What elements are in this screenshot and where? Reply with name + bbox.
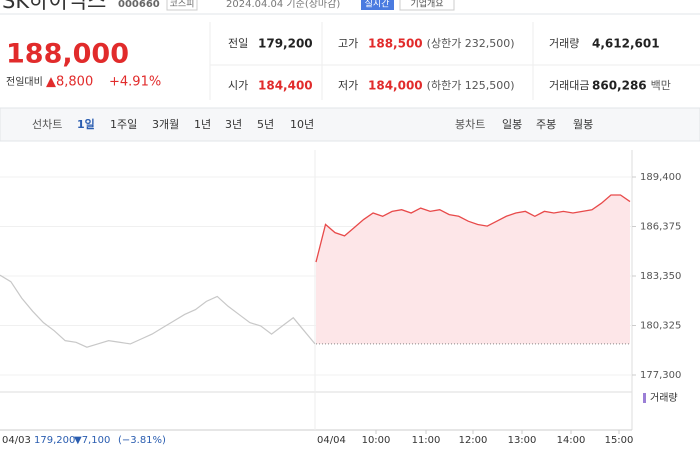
- stat-value: 860,286: [592, 79, 647, 93]
- y-tick-label: 183,350: [640, 271, 681, 282]
- period-tab[interactable]: 10년: [290, 118, 314, 131]
- change-pct: +4.91%: [109, 75, 161, 90]
- stock-name: SK하이닉스: [2, 0, 106, 13]
- date: 04/04: [317, 435, 346, 446]
- tab-label: 봉차트: [455, 118, 485, 131]
- x-tick-label: 10:00: [362, 435, 391, 446]
- x-tick-label: 14:00: [557, 435, 586, 446]
- period-tab[interactable]: 5년: [257, 118, 274, 131]
- period-tab[interactable]: 1일: [77, 117, 95, 131]
- x-tick-label: 12:00: [459, 435, 488, 446]
- overview-button[interactable]: 기업개요: [410, 0, 443, 10]
- candle-tab[interactable]: 주봉: [536, 118, 556, 131]
- change-label: 전일대비: [6, 76, 43, 88]
- prev-pct: (−3.81%): [118, 435, 166, 446]
- price-line: [315, 194, 631, 263]
- y-tick-label: 180,325: [640, 321, 681, 332]
- stat-label: 거래대금: [549, 79, 589, 92]
- prev-change: ▼7,100: [74, 435, 110, 446]
- stat-value: 4,612,601: [592, 37, 660, 51]
- period-tab[interactable]: 1년: [194, 118, 211, 131]
- date: 2024.04.04 기준(장마감): [226, 0, 340, 10]
- x-tick-label: 11:00: [412, 435, 441, 446]
- prev-close: 179,200: [34, 435, 75, 446]
- stat-label: 저가: [338, 79, 358, 92]
- stat-value: 188,500: [368, 37, 423, 51]
- button: [399, 0, 455, 11]
- prev-line: [0, 274, 316, 348]
- stat-note: 백만: [651, 79, 671, 92]
- candle-tab[interactable]: 월봉: [573, 118, 593, 131]
- y-tick-label: 186,375: [640, 222, 681, 233]
- candle-tab[interactable]: 일봉: [502, 117, 522, 131]
- period-tab[interactable]: 3개월: [152, 118, 179, 131]
- stat-label: 시가: [228, 79, 248, 92]
- tab-label: 선차트: [32, 118, 62, 131]
- stat-note: (상한가 232,500): [427, 37, 515, 50]
- stat-value: 184,400: [258, 79, 313, 93]
- prev-date: 04/03: [2, 435, 31, 446]
- period-tab[interactable]: 1주일: [110, 117, 137, 131]
- stat-note: (하한가 125,500): [427, 78, 515, 92]
- stat-label: 거래량: [549, 37, 579, 50]
- stock-code: 000660: [118, 0, 160, 10]
- change: ▲8,800: [46, 75, 93, 90]
- legend-swatch: [643, 393, 646, 403]
- realtime[interactable]: 실시간: [365, 0, 390, 10]
- price-area: [316, 195, 630, 344]
- y-tick-label: 177,300: [640, 370, 681, 381]
- period-tab[interactable]: 3년: [225, 118, 242, 131]
- stat-value: 179,200: [258, 37, 313, 51]
- x-tick-label: 15:00: [605, 435, 634, 446]
- stat-value: 184,000: [368, 79, 423, 93]
- stat-label: 고가: [338, 37, 358, 50]
- market: 코스피: [170, 0, 195, 10]
- badge: [166, 0, 198, 11]
- badge: [361, 0, 394, 10]
- tab-bar: [0, 107, 700, 142]
- stat-label: 전일: [228, 36, 248, 50]
- price: 188,000: [6, 39, 129, 70]
- y-tick-label: 189,400: [640, 172, 681, 183]
- volume-label: 거래량: [650, 392, 678, 404]
- x-tick-label: 13:00: [508, 435, 537, 446]
